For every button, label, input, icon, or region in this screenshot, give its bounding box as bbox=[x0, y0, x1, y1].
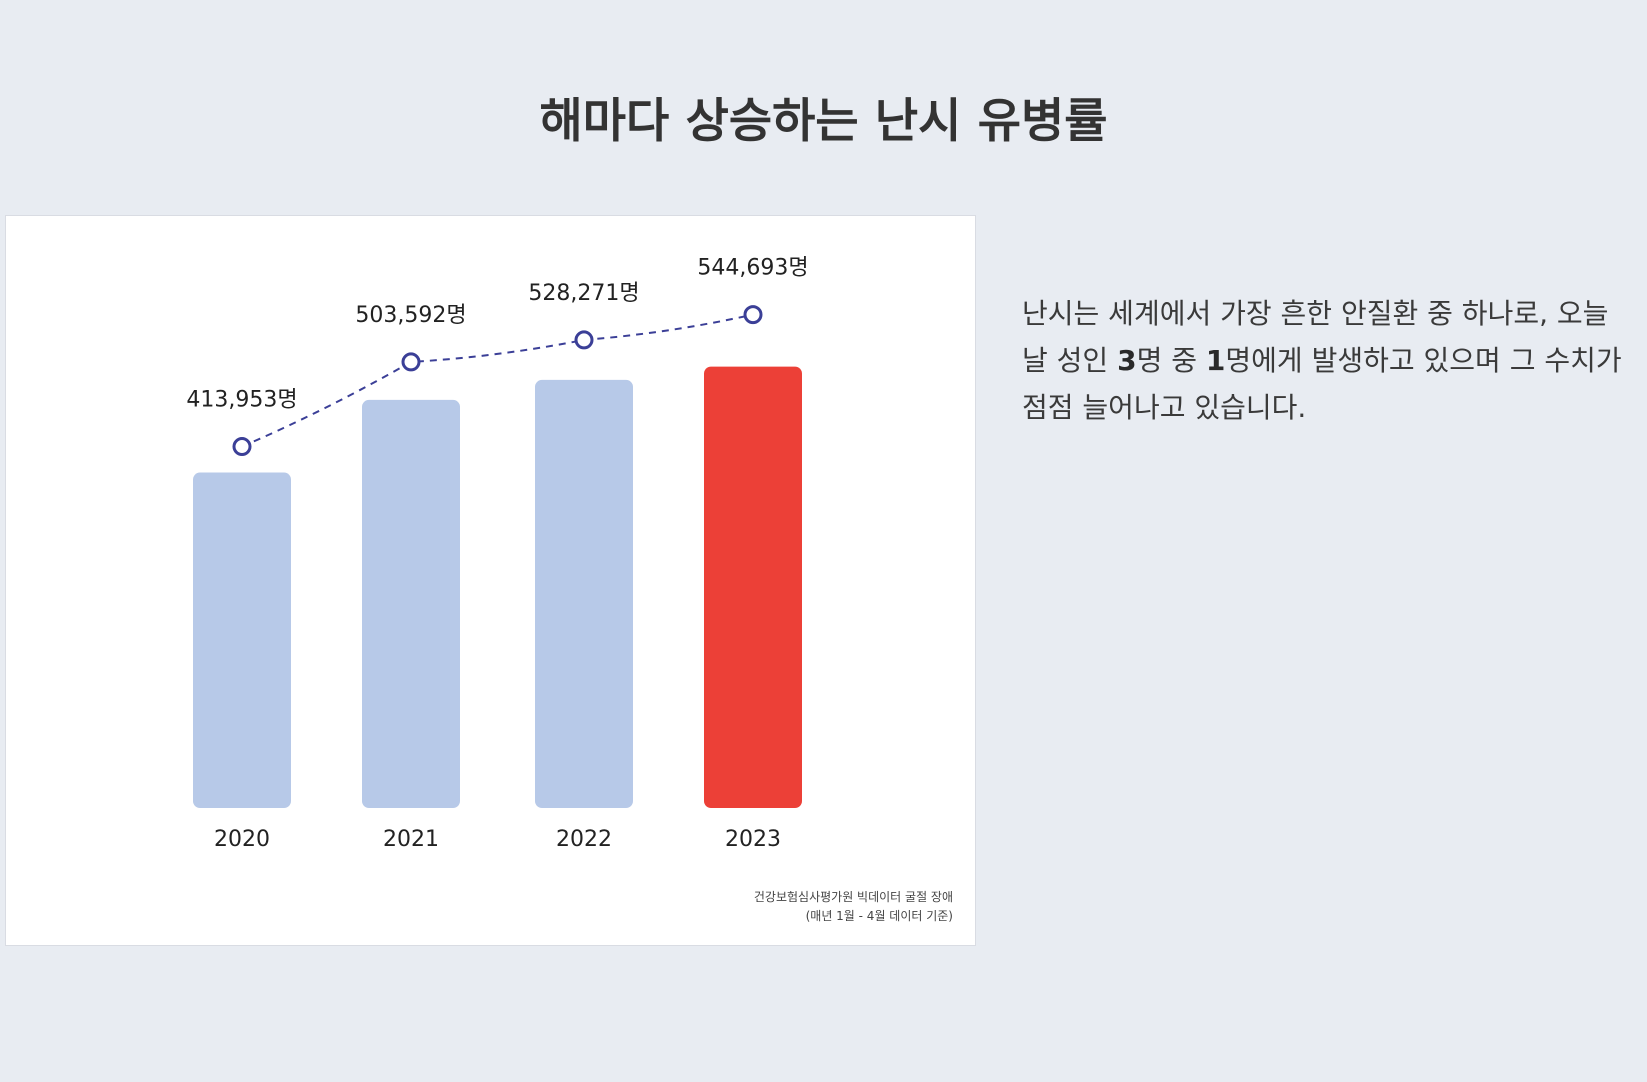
data-label-2020: 413,953명 bbox=[186, 388, 297, 413]
x-tick-label-2020: 2020 bbox=[214, 827, 270, 852]
bar-chart: 2020 2021 2022 2023 413,953명 503,592명 528,271명… bbox=[186, 256, 808, 852]
x-tick-label-2023: 2023 bbox=[725, 827, 781, 852]
description-part-3: 명에게 발생하고 있으며 그 수치가 점점 늘어나고 있습니다. bbox=[1022, 344, 1622, 424]
chart-card: 2020 2021 2022 2023 413,953명 503,592명 528,271명… bbox=[5, 215, 976, 946]
source-line-2: (매년 1월 - 4월 데이터 기준) bbox=[805, 909, 953, 923]
source-line-1: 건강보험심사평가원 빅데이터 굴절 장애 bbox=[753, 890, 953, 904]
x-tick-label-2021: 2021 bbox=[383, 827, 439, 852]
trend-point-2020 bbox=[232, 437, 252, 457]
bar-2023 bbox=[704, 366, 802, 808]
data-label-2021: 503,592명 bbox=[355, 303, 466, 328]
data-label-2023: 544,693명 bbox=[697, 256, 808, 281]
page-title: 해마다 상승하는 난시 유병률 bbox=[539, 94, 1108, 149]
description-text: 난시는 세계에서 가장 흔한 안질환 중 하나로, 오늘날 성인 3명 중 1명… bbox=[1022, 290, 1622, 431]
chart-source: 건강보험심사평가원 빅데이터 굴절 장애 (매년 1월 - 4월 데이터 기준) bbox=[754, 888, 953, 926]
bar-2021 bbox=[362, 399, 460, 808]
description-part-2: 명 중 bbox=[1136, 344, 1206, 377]
bar-2022 bbox=[535, 379, 633, 808]
description-bold-2: 1 bbox=[1205, 344, 1226, 377]
trend-point-2022 bbox=[574, 330, 594, 350]
x-tick-label-2022: 2022 bbox=[556, 827, 612, 852]
description-bold-1: 3 bbox=[1117, 344, 1137, 377]
trend-line bbox=[241, 313, 754, 448]
trend-point-2023 bbox=[743, 305, 763, 325]
bar-2020 bbox=[193, 472, 291, 808]
description-part-1: 난시는 세계에서 가장 흔한 안질환 중 하나로, 오늘날 성인 bbox=[1022, 297, 1609, 377]
data-label-2022: 528,271명 bbox=[528, 281, 639, 306]
trend-point-2021 bbox=[401, 352, 421, 372]
